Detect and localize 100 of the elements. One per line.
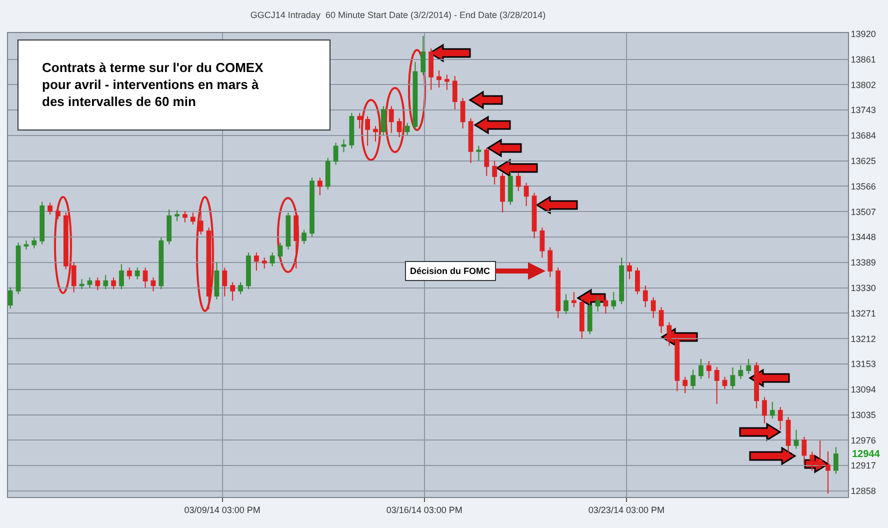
candlestick (142, 267, 148, 288)
candlestick (770, 401, 775, 420)
candlestick (802, 436, 807, 465)
candlestick (190, 212, 196, 226)
candlestick (778, 406, 783, 430)
candlestick (810, 451, 815, 472)
y-tick-label: 13507 (850, 206, 876, 217)
candlestick (357, 112, 362, 130)
candlestick (540, 227, 545, 258)
candlestick (658, 306, 664, 334)
candlestick (388, 106, 394, 134)
candlestick (32, 236, 37, 249)
candlestick (706, 360, 712, 379)
candlestick (730, 366, 736, 390)
y-tick-label: 13802 (850, 80, 876, 90)
y-tick-label: 13684 (850, 130, 876, 141)
candlestick (548, 246, 553, 278)
y-tick-label: 12858 (850, 486, 876, 496)
candlestick (270, 252, 275, 267)
y-tick-label: 13566 (850, 181, 876, 192)
candlestick (286, 212, 291, 250)
candlestick (238, 282, 243, 295)
candlestick (8, 286, 13, 309)
candlestick (380, 106, 386, 136)
candlestick (642, 285, 648, 308)
candlestick (214, 261, 220, 300)
candlestick (794, 429, 799, 450)
y-tick-label: 13271 (850, 308, 876, 318)
x-tick-label: 03/23/14 03:00 PM (588, 504, 664, 515)
candlestick (182, 210, 188, 223)
candlestick (349, 112, 354, 149)
y-tick-label: 13389 (850, 258, 876, 268)
candlestick (818, 440, 822, 470)
candlestick (524, 182, 529, 207)
candlestick (222, 267, 228, 297)
candlestick (87, 276, 92, 288)
y-tick-label: 12917 (850, 460, 876, 471)
candlestick (476, 145, 482, 162)
candlestick (754, 362, 759, 409)
candlestick (436, 70, 442, 88)
text: 12944 (852, 449, 880, 460)
candlestick (603, 296, 608, 314)
x-tick-label: 03/16/14 03:00 PM (386, 504, 462, 515)
candlestick (198, 210, 204, 235)
candlestick (317, 177, 322, 196)
candlestick (833, 446, 838, 474)
annotation: Décision du FOMC (410, 266, 491, 276)
candlestick (674, 336, 680, 392)
candlestick (516, 172, 521, 192)
y-tick-label: 13920 (850, 29, 876, 40)
y-tick-label: 13035 (850, 410, 876, 420)
y-tick-label: 13743 (850, 105, 876, 116)
candlestick (126, 267, 132, 280)
candlestick (627, 262, 632, 280)
candlestick (500, 172, 505, 213)
candlestick (762, 396, 767, 424)
candlestick (420, 36, 426, 76)
candlestick (714, 366, 720, 405)
y-tick-label: 13625 (850, 156, 876, 166)
candlestick (650, 296, 656, 318)
candlestick (682, 376, 688, 394)
candlestick (556, 267, 561, 318)
y-tick-label: 13330 (850, 282, 876, 293)
y-tick-label: 13212 (850, 334, 876, 344)
candlestick (635, 267, 640, 295)
candlestick (396, 118, 402, 138)
candlestick (452, 76, 458, 110)
candlestick (572, 292, 576, 308)
candlestick (484, 147, 490, 176)
candlestick (611, 292, 616, 310)
candlestick (746, 358, 752, 374)
candlestick (262, 257, 267, 269)
candlestick (134, 267, 140, 280)
candlestick (786, 416, 791, 456)
candlestick (302, 229, 306, 244)
candlestick (404, 122, 410, 136)
candlestick (468, 118, 474, 164)
candlestick (365, 116, 370, 146)
candlestick (24, 240, 29, 250)
candlestick (826, 450, 830, 494)
candlestick (63, 212, 68, 270)
y-tick-label: 13153 (850, 359, 876, 370)
candlestick (16, 242, 21, 295)
candlestick (206, 227, 212, 310)
chart-title: GGCJ14 Intraday 60 Minute Start Date (3/2/2014) - End Date (3/28/2014) (250, 10, 546, 20)
candlestick (254, 252, 259, 272)
candlestick (579, 296, 584, 340)
y-tick-label: 12976 (850, 435, 876, 446)
candlestick (71, 262, 76, 293)
candlestick (412, 61, 418, 130)
candlestick (508, 171, 513, 206)
candlestick (40, 201, 45, 245)
candlestick (48, 202, 52, 216)
candlestick (79, 278, 84, 290)
candlestick (95, 276, 100, 290)
x-tick-label: 03/09/14 03:00 PM (184, 504, 260, 515)
candlestick (166, 208, 172, 245)
candlestick (119, 264, 124, 290)
candlestick (428, 48, 434, 90)
candlestick (738, 364, 744, 380)
